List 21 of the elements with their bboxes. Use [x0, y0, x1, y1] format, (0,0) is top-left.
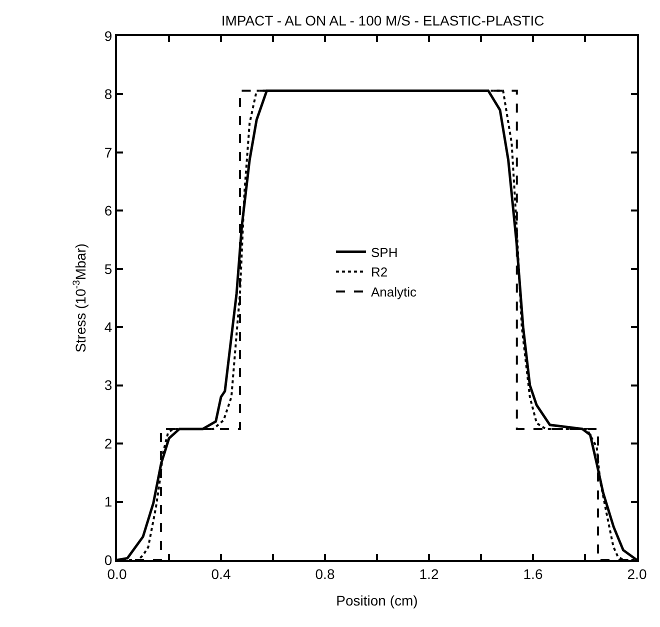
y-tick-label: 6: [104, 202, 112, 219]
y-tick-label: 3: [104, 377, 112, 394]
y-tick-label: 9: [104, 28, 112, 44]
legend-label: SPH: [371, 244, 398, 260]
x-tick-label: 1.6: [523, 566, 543, 582]
y-tick-label: 4: [104, 319, 112, 336]
legend-label: Analytic: [371, 284, 418, 300]
x-axis-title: Position (cm): [336, 592, 418, 609]
x-tick-label: 2.0: [627, 566, 647, 582]
x-tick-label: 1.2: [419, 566, 439, 582]
y-tick-label: 7: [104, 144, 112, 160]
legend-label: R2: [371, 264, 388, 280]
chart-title: IMPACT - AL ON AL - 100 M/S - ELASTIC-PLASTIC: [221, 12, 544, 28]
x-tick-label: 0.0: [107, 566, 127, 582]
x-tick-label: 0.8: [315, 566, 335, 582]
y-tick-label: 8: [104, 86, 112, 102]
y-tick-label: 0: [104, 552, 112, 568]
x-tick-label: 0.4: [211, 566, 231, 582]
y-tick-label: 5: [104, 260, 112, 277]
y-tick-label: 2: [104, 435, 112, 452]
y-tick-label: 1: [104, 494, 112, 510]
